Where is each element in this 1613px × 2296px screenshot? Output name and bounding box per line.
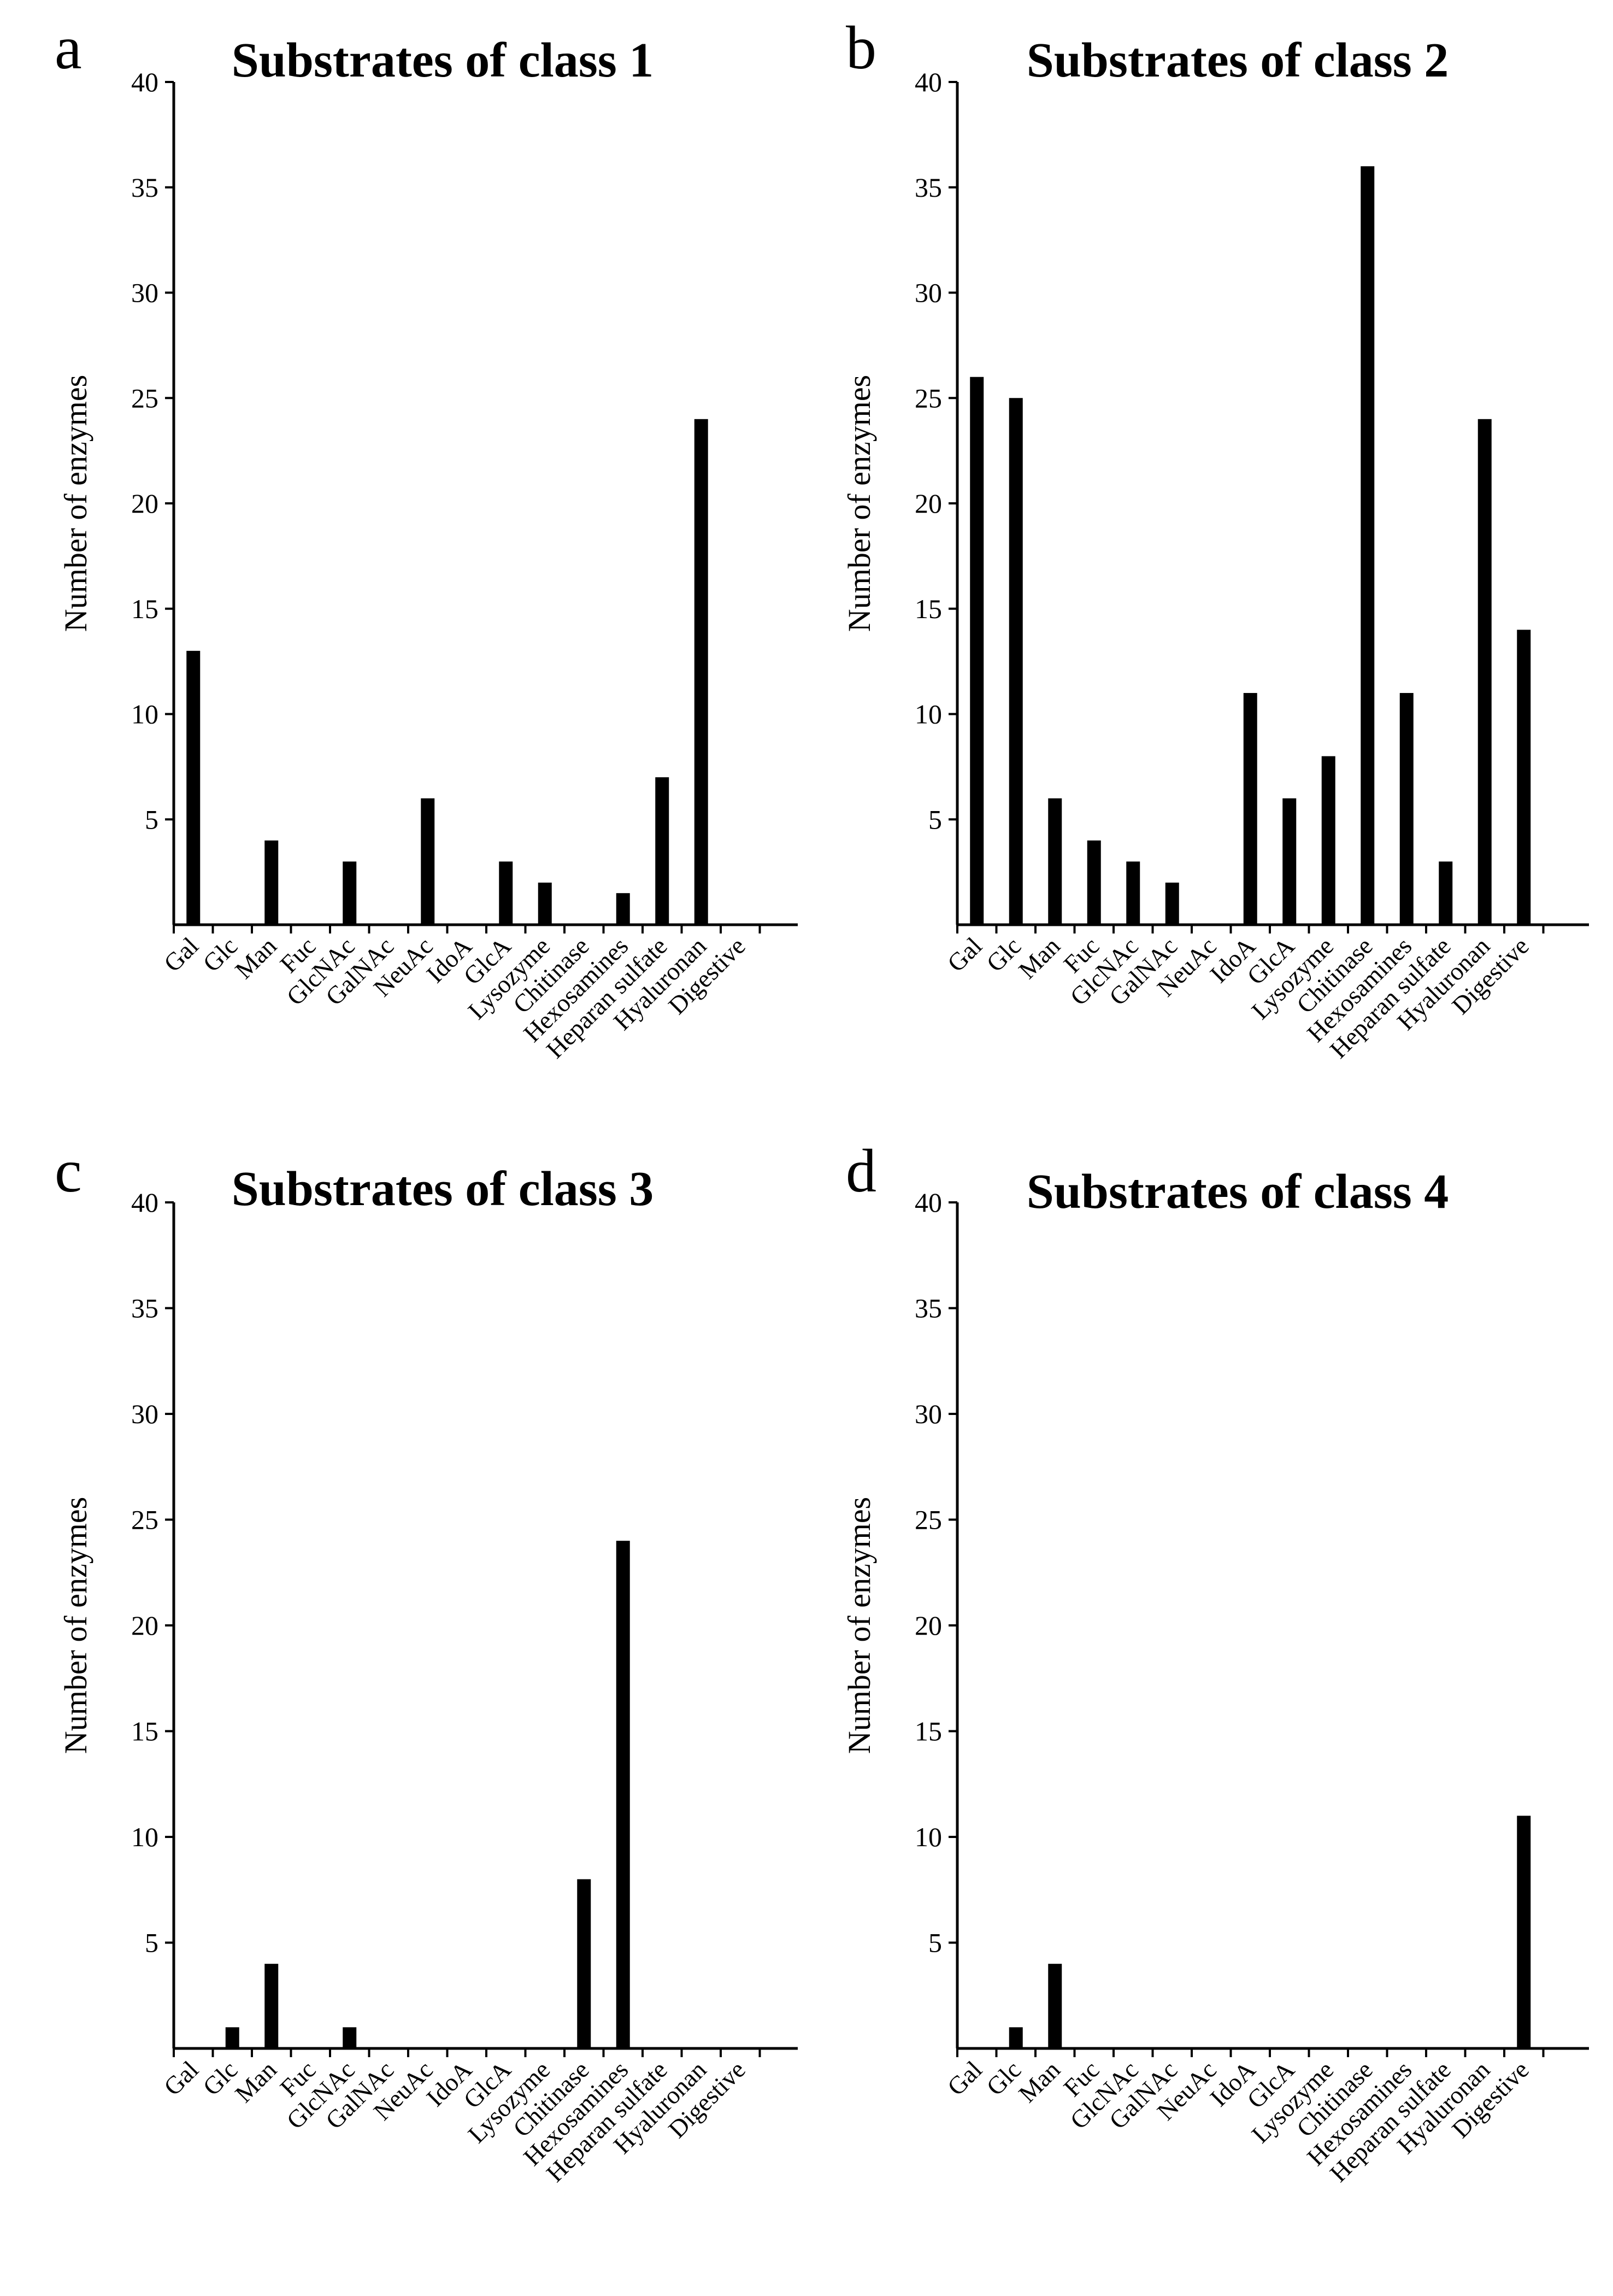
y-tick-label: 40 bbox=[131, 1187, 158, 1218]
y-tick-label: 25 bbox=[131, 1505, 158, 1535]
bar bbox=[1439, 861, 1453, 925]
panel-letter-a: a bbox=[55, 14, 82, 82]
y-axis-label: Number of enzymes bbox=[841, 375, 877, 632]
y-tick-label: 20 bbox=[131, 1610, 158, 1641]
bar bbox=[1048, 798, 1062, 925]
bar bbox=[538, 882, 552, 925]
bar bbox=[186, 650, 201, 925]
panel-title-b: Substrates of class 2 bbox=[1027, 33, 1449, 87]
bar bbox=[1517, 630, 1531, 925]
y-tick-label: 15 bbox=[915, 594, 942, 624]
bar bbox=[1361, 166, 1375, 925]
bar bbox=[1399, 692, 1414, 925]
y-tick-label: 15 bbox=[131, 1716, 158, 1747]
bar bbox=[1321, 756, 1335, 925]
bar bbox=[1517, 1816, 1531, 2048]
y-tick-label: 10 bbox=[915, 1822, 942, 1852]
bar bbox=[970, 377, 984, 925]
y-tick-label: 40 bbox=[915, 67, 942, 97]
y-tick-label: 5 bbox=[928, 804, 942, 835]
y-tick-label: 20 bbox=[915, 488, 942, 519]
y-tick-label: 10 bbox=[131, 699, 158, 730]
y-tick-label: 30 bbox=[131, 1399, 158, 1429]
bar bbox=[1165, 882, 1179, 925]
y-tick-label: 30 bbox=[915, 278, 942, 308]
y-tick-label: 5 bbox=[145, 1928, 158, 1958]
y-axis-label: Number of enzymes bbox=[58, 375, 93, 632]
y-tick-label: 20 bbox=[915, 1610, 942, 1641]
panel-letter-c: c bbox=[55, 1137, 82, 1205]
y-tick-label: 10 bbox=[131, 1822, 158, 1852]
y-tick-label: 15 bbox=[131, 594, 158, 624]
panel-title-a: Substrates of class 1 bbox=[232, 33, 654, 87]
bar bbox=[1126, 861, 1140, 925]
bar bbox=[499, 861, 513, 925]
y-tick-label: 5 bbox=[145, 804, 158, 835]
panel-letter-b: b bbox=[846, 14, 876, 82]
bar bbox=[655, 777, 669, 925]
y-tick-label: 10 bbox=[915, 699, 942, 730]
bar bbox=[225, 2027, 239, 2048]
bar bbox=[1282, 798, 1297, 925]
bar bbox=[616, 1541, 630, 2048]
y-tick-label: 25 bbox=[131, 383, 158, 413]
bar bbox=[1243, 692, 1257, 925]
panel-title-c: Substrates of class 3 bbox=[232, 1162, 654, 1216]
bar bbox=[264, 1964, 279, 2048]
y-tick-label: 40 bbox=[915, 1187, 942, 1218]
y-tick-label: 35 bbox=[131, 172, 158, 203]
bar bbox=[1009, 2027, 1023, 2048]
y-tick-label: 5 bbox=[928, 1928, 942, 1958]
bar bbox=[616, 893, 630, 925]
y-tick-label: 25 bbox=[915, 1505, 942, 1535]
panel-letter-d: d bbox=[846, 1137, 876, 1205]
y-tick-label: 35 bbox=[915, 172, 942, 203]
y-tick-label: 30 bbox=[131, 278, 158, 308]
bar bbox=[1087, 840, 1101, 925]
bar bbox=[694, 419, 708, 925]
bar bbox=[1048, 1964, 1062, 2048]
panel-title-d: Substrates of class 4 bbox=[1027, 1165, 1449, 1219]
bar bbox=[343, 861, 357, 925]
y-tick-label: 35 bbox=[915, 1293, 942, 1324]
y-tick-label: 20 bbox=[131, 488, 158, 519]
y-tick-label: 40 bbox=[131, 67, 158, 97]
y-tick-label: 35 bbox=[131, 1293, 158, 1324]
y-tick-label: 25 bbox=[915, 383, 942, 413]
bar bbox=[343, 2027, 357, 2048]
y-axis-label: Number of enzymes bbox=[841, 1497, 877, 1754]
bar bbox=[1009, 398, 1023, 925]
y-tick-label: 15 bbox=[915, 1716, 942, 1747]
bar bbox=[577, 1879, 591, 2048]
bar bbox=[1477, 419, 1492, 925]
bar bbox=[264, 840, 279, 925]
y-tick-label: 30 bbox=[915, 1399, 942, 1429]
bar bbox=[421, 798, 435, 925]
y-axis-label: Number of enzymes bbox=[58, 1497, 93, 1754]
